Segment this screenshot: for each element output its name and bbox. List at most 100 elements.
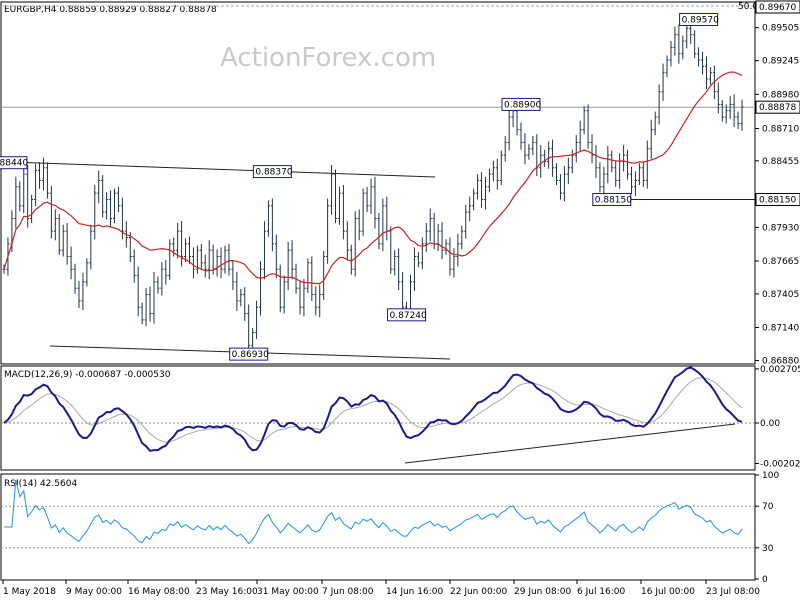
price-bar [736,111,740,129]
svg-text:0.86930: 0.86930 [232,350,269,360]
price-bar [168,239,172,281]
price-bar [89,224,93,270]
price-bar [369,178,373,215]
price-bar [77,280,81,309]
price-bar [144,288,148,327]
price-bar [286,241,290,291]
price-bar [101,174,105,218]
svg-text:0.88150: 0.88150 [595,195,632,205]
price-bar [393,250,397,276]
price-bar [18,181,22,212]
price-annotation: 0.88900 [501,97,541,111]
price-bar [641,161,645,187]
price-bar [444,239,448,255]
price-bar [105,192,109,220]
price-bar [318,284,322,318]
svg-text:0.88150: 0.88150 [759,195,796,205]
price-bar [566,157,570,185]
price-bar [298,280,302,315]
price-bar [483,176,487,210]
price-bar [476,174,480,200]
price-bar [574,135,578,163]
price-bar [156,276,160,294]
price-bar [420,237,424,270]
price-bar [377,213,381,250]
price-bar [49,185,53,239]
time-tick-label: 23 Jul 08:00 [706,587,760,597]
price-bar [602,166,606,195]
price-bar [669,40,673,67]
price-bar [353,211,357,277]
price-bar [716,82,720,114]
time-tick-label: 16 Jul 00:00 [641,587,695,597]
price-bar [728,96,732,119]
svg-text:0.88440: 0.88440 [0,159,28,169]
price-bar [97,170,101,204]
price-annotation: 0.88150 [592,192,632,206]
fib-level-label: 50.0 [738,2,758,12]
price-bar [440,222,444,260]
price-bar [665,55,669,78]
price-bar [365,186,369,213]
price-tags: 0.89670 0.88878 0.88150 [755,0,800,206]
price-bar [109,190,113,228]
price-tick-label: 0.88455 [762,157,799,167]
price-bar [61,224,65,257]
price-bar [251,328,255,350]
price-bar [519,122,523,150]
price-bar [180,221,184,267]
price-bar [452,248,456,278]
rsi-line [4,480,743,545]
price-bar [499,150,503,186]
time-tick-label: 6 Jul 16:00 [577,587,626,597]
price-bar [397,248,401,291]
price-tick-label: 0.86880 [762,356,799,366]
price-bar [235,271,239,311]
price-bar [637,163,641,186]
rsi-tick-label: 30 [762,544,774,554]
rsi-title: RSI(14) 42.5604 [4,479,77,489]
price-bar [598,162,602,193]
price-bar [219,247,223,279]
price-bar [677,24,681,64]
price-bar [507,108,511,151]
fib-price-tag: 0.89670 [755,0,800,14]
macd-tick-label: 0.00 [760,419,780,429]
price-bar [140,302,144,325]
price-pane [0,1,756,365]
price-bar [278,264,282,312]
price-bar [704,56,708,90]
rsi-tick-label: 0 [762,575,768,585]
price-bar [334,169,338,224]
price-bar [259,260,263,316]
price-bar [673,26,677,56]
svg-text:0.88878: 0.88878 [759,103,796,113]
price-bar [349,244,353,275]
price-bar [357,209,361,241]
price-bar [93,184,97,240]
price-bar [176,222,180,259]
price-bar [448,237,452,276]
price-bar [337,186,341,225]
svg-text:0.89670: 0.89670 [759,3,796,13]
price-bar [164,260,168,285]
price-bar [586,104,590,149]
price-annotation: 0.87240 [387,308,427,322]
price-bar [113,188,117,224]
price-bar [562,165,566,202]
price-bar [373,176,377,229]
price-bar [85,258,89,287]
price-bar [523,133,527,165]
price-bar [227,243,231,276]
price-bar [416,251,420,268]
time-tick-label: 7 Jun 08:00 [322,587,374,597]
price-tick-label: 0.89505 [762,24,799,34]
rsi-axis: 100 70 30 0 [1,471,779,585]
price-bar [629,166,633,195]
price-bar [531,136,535,156]
price-bar [187,236,191,264]
price-bar [539,145,543,178]
macd-pane [0,365,756,471]
price-bar [653,111,657,136]
